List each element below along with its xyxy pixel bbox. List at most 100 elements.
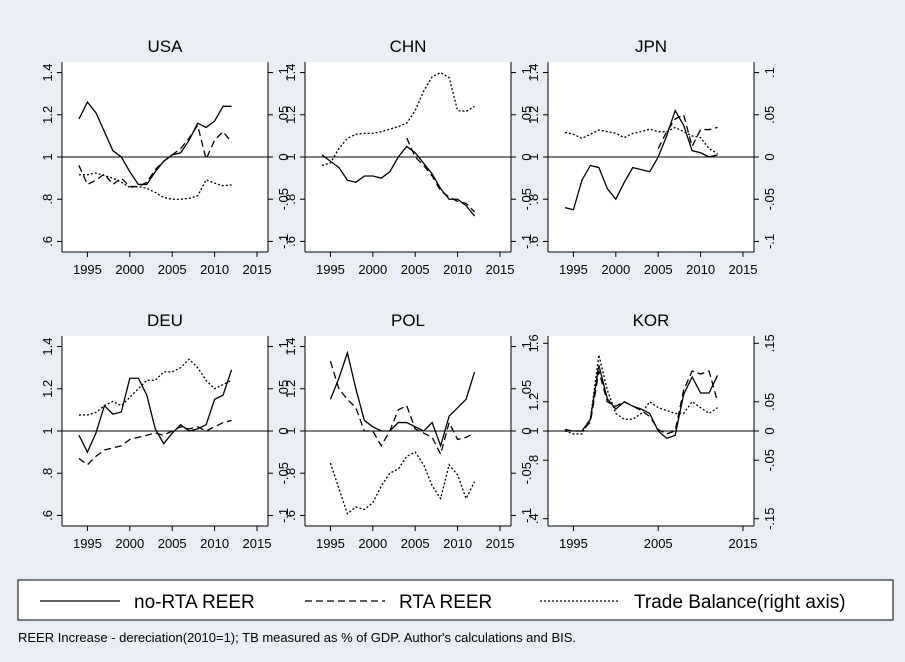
x-tick-label: 2005 bbox=[158, 262, 187, 277]
x-tick-label: 2005 bbox=[401, 262, 430, 277]
y-tick-label: .8 bbox=[526, 455, 541, 466]
y-tick-label: 1 bbox=[40, 427, 55, 434]
x-tick-label: 2015 bbox=[243, 262, 272, 277]
y-tick-label: .6 bbox=[526, 236, 541, 247]
x-tick-label: 2015 bbox=[486, 536, 515, 551]
series-line bbox=[329, 350, 476, 448]
y-tick-label: 1.4 bbox=[526, 64, 541, 82]
x-tick-label: 2015 bbox=[729, 536, 758, 551]
y-tick-label: 1.4 bbox=[283, 64, 298, 82]
y-tick-label: 1.2 bbox=[283, 380, 298, 398]
series-line bbox=[78, 172, 232, 200]
series-line bbox=[78, 100, 232, 186]
y-tick-label: 1.6 bbox=[526, 334, 541, 352]
panel-title: USA bbox=[148, 37, 184, 56]
y-tick-label: .6 bbox=[40, 236, 55, 247]
series-line bbox=[406, 137, 476, 213]
y2-tick-label: .1 bbox=[519, 67, 534, 78]
x-tick-label: 1995 bbox=[316, 536, 345, 551]
x-tick-label: 1995 bbox=[559, 262, 588, 277]
x-tick-label: 2015 bbox=[243, 536, 272, 551]
y-tick-label: 1.4 bbox=[283, 338, 298, 356]
legend-label: RTA REER bbox=[399, 592, 492, 613]
y2-tick-label: -.1 bbox=[762, 234, 777, 249]
y2-tick-label: .05 bbox=[276, 380, 291, 398]
y2-tick-label: -.1 bbox=[519, 508, 534, 523]
y-tick-label: .4 bbox=[526, 513, 541, 524]
series-line bbox=[329, 361, 475, 457]
y2-tick-label: .1 bbox=[762, 67, 777, 78]
x-tick-label: 2010 bbox=[686, 262, 715, 277]
x-tick-label: 2015 bbox=[729, 262, 758, 277]
series-line bbox=[564, 126, 718, 155]
x-tick-label: 1995 bbox=[73, 262, 102, 277]
x-tick-label: 2005 bbox=[644, 536, 673, 551]
x-tick-label: 2000 bbox=[358, 536, 387, 551]
y2-tick-label: -.05 bbox=[762, 188, 777, 210]
y-tick-label: 1.2 bbox=[283, 106, 298, 124]
y2-tick-label: 0 bbox=[519, 153, 534, 160]
series-line bbox=[564, 370, 719, 435]
y2-tick-label: -.1 bbox=[276, 508, 291, 523]
y2-tick-label: -.05 bbox=[276, 188, 291, 210]
note: REER Increase - dereciation(2010=1); TB … bbox=[18, 630, 576, 645]
y-tick-label: 1.4 bbox=[40, 338, 55, 356]
panel-title: POL bbox=[391, 311, 425, 330]
y2-tick-label: -.15 bbox=[762, 507, 777, 529]
y2-tick-label: 0 bbox=[276, 427, 291, 434]
y2-tick-label: .05 bbox=[762, 106, 777, 124]
y2-tick-label: -.05 bbox=[519, 188, 534, 210]
y2-tick-label: -.1 bbox=[519, 234, 534, 249]
y2-tick-label: -.05 bbox=[762, 449, 777, 471]
x-tick-label: 2000 bbox=[358, 262, 387, 277]
series-line bbox=[564, 108, 718, 211]
series-line bbox=[78, 123, 233, 188]
series-line bbox=[657, 113, 718, 149]
y2-tick-label: 0 bbox=[276, 153, 291, 160]
series-line bbox=[78, 358, 232, 416]
y-tick-label: .8 bbox=[40, 194, 55, 205]
y-tick-label: 1 bbox=[526, 153, 541, 160]
y-tick-label: .8 bbox=[283, 468, 298, 479]
y2-tick-label: -.05 bbox=[276, 462, 291, 484]
x-tick-label: 1995 bbox=[316, 262, 345, 277]
x-tick-label: 2010 bbox=[200, 262, 229, 277]
y-tick-label: .8 bbox=[526, 194, 541, 205]
legend-label: Trade Balance(right axis) bbox=[634, 592, 846, 613]
x-tick-label: 2005 bbox=[158, 536, 187, 551]
y-tick-label: .6 bbox=[283, 236, 298, 247]
y-tick-label: .6 bbox=[40, 510, 55, 521]
y-tick-label: 1.2 bbox=[526, 106, 541, 124]
series-line bbox=[78, 419, 232, 466]
y2-tick-label: .15 bbox=[762, 334, 777, 352]
y2-tick-label: .05 bbox=[519, 106, 534, 124]
y2-tick-label: .1 bbox=[276, 341, 291, 352]
y-tick-label: .8 bbox=[40, 468, 55, 479]
y2-tick-label: .1 bbox=[519, 341, 534, 352]
y-tick-label: 1.2 bbox=[40, 106, 55, 124]
panel-title: JPN bbox=[635, 37, 667, 56]
x-tick-label: 2005 bbox=[644, 262, 673, 277]
series-line bbox=[321, 145, 476, 217]
y-tick-label: 1 bbox=[40, 153, 55, 160]
y-tick-label: 1.2 bbox=[40, 380, 55, 398]
y-tick-label: 1.2 bbox=[526, 393, 541, 411]
legend-label: no-RTA REER bbox=[134, 592, 255, 613]
y-tick-label: .8 bbox=[283, 194, 298, 205]
y-tick-label: 1 bbox=[283, 427, 298, 434]
panel-title: KOR bbox=[633, 311, 670, 330]
x-tick-label: 2010 bbox=[443, 262, 472, 277]
y2-tick-label: .1 bbox=[276, 67, 291, 78]
x-tick-label: 2015 bbox=[486, 262, 515, 277]
y2-tick-label: 0 bbox=[762, 427, 777, 434]
panel-title: DEU bbox=[147, 311, 183, 330]
y2-tick-label: .05 bbox=[762, 393, 777, 411]
x-tick-label: 2000 bbox=[115, 262, 144, 277]
y-tick-label: .6 bbox=[283, 510, 298, 521]
y-tick-label: 1.4 bbox=[40, 64, 55, 82]
panel-title: CHN bbox=[390, 37, 427, 56]
legend-box bbox=[17, 579, 894, 621]
x-tick-label: 1995 bbox=[559, 536, 588, 551]
